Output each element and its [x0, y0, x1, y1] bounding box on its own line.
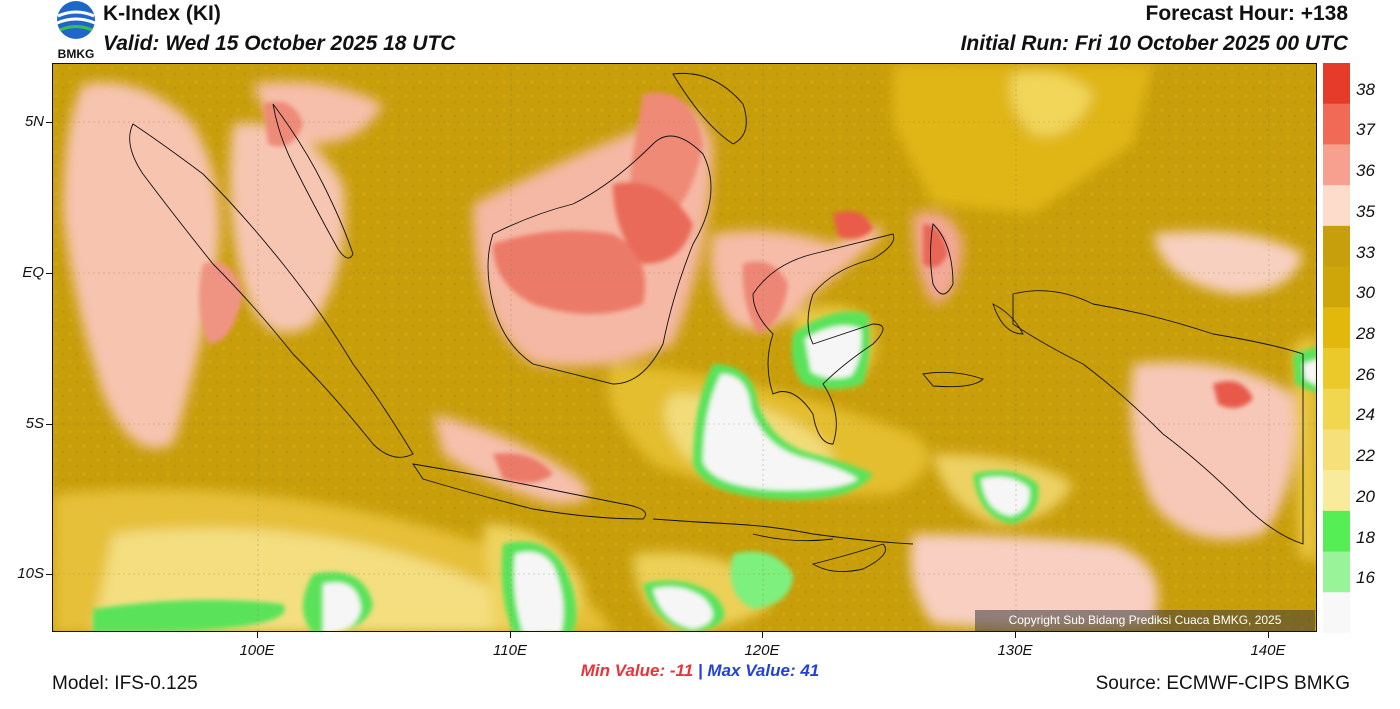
- colorbar-label: 18: [1356, 527, 1375, 547]
- coast-mindanao: [672, 72, 747, 145]
- colorbar-label: 20: [1356, 486, 1375, 506]
- colorbar-swatch: [1323, 388, 1350, 430]
- lon-label-100e: 100E: [239, 642, 275, 659]
- max-value: Max Value: 41: [707, 661, 820, 680]
- coast-sulawesi: [752, 233, 895, 445]
- colorbar-swatch: [1323, 63, 1350, 105]
- lon-label-130e: 130E: [997, 642, 1033, 659]
- lon-label-120e: 120E: [744, 642, 780, 659]
- colorbar-swatch: [1323, 429, 1350, 471]
- lon-label-110e: 110E: [493, 642, 527, 659]
- lon-tick-140e: [1268, 632, 1269, 638]
- colorbar-swatch: [1323, 348, 1350, 390]
- colorbar-label: 24: [1356, 405, 1375, 425]
- min-max-separator: |: [697, 661, 703, 680]
- lat-tick-5s: [46, 424, 52, 425]
- lat-label-5s: 5S: [25, 415, 44, 432]
- copyright-note: Copyright Sub Bidang Prediksi Cuaca BMKG…: [975, 610, 1315, 631]
- lon-tick-100e: [257, 632, 258, 638]
- lon-tick-110e: [510, 632, 511, 638]
- colorbar-swatch: [1323, 103, 1350, 145]
- colorbar-label: 35: [1356, 201, 1375, 221]
- colorbar-swatch: [1323, 185, 1350, 227]
- coast-maluku: [922, 223, 1024, 388]
- colorbar-swatches: [1323, 63, 1350, 634]
- k-index-map[interactable]: [52, 63, 1317, 632]
- colorbar-swatch: [1323, 307, 1350, 349]
- coast-nusa-tenggara: [652, 518, 914, 545]
- lat-label-eq: EQ: [22, 264, 44, 281]
- lat-tick-5n: [46, 122, 52, 123]
- colorbar-swatch: [1323, 510, 1350, 553]
- colorbar-label: 22: [1356, 446, 1375, 466]
- colorbar-label: 36: [1356, 161, 1375, 181]
- coast-papua: [1012, 290, 1304, 545]
- lat-tick-10s: [46, 574, 52, 575]
- lon-label-140e: 140E: [1250, 642, 1286, 659]
- colorbar-swatch: [1323, 592, 1350, 634]
- chart-title: K-Index (KI): [103, 2, 221, 25]
- coastlines: [129, 72, 1304, 573]
- colorbar-label: 16: [1356, 568, 1375, 588]
- colorbar-label: 26: [1356, 364, 1375, 384]
- valid-time: Valid: Wed 15 October 2025 18 UTC: [103, 32, 456, 55]
- initial-run: Initial Run: Fri 10 October 2025 00 UTC: [960, 32, 1348, 55]
- colorbar-label: 38: [1356, 79, 1375, 99]
- colorbar-swatch: [1323, 551, 1350, 593]
- lat-label-5n: 5N: [24, 113, 44, 130]
- colorbar-label: 30: [1356, 283, 1375, 303]
- source-label: Source: ECMWF-CIPS BMKG: [1095, 673, 1350, 694]
- lon-tick-130e: [1015, 632, 1016, 638]
- coast-timor: [811, 543, 886, 573]
- bmkg-logo: BMKG: [52, 0, 100, 62]
- ki-high-core: [199, 92, 1253, 483]
- coast-sumatra: [129, 123, 414, 458]
- lon-tick-120e: [762, 632, 763, 638]
- colorbar-label: 28: [1356, 324, 1375, 343]
- min-max-values: Min Value: -11 | Max Value: 41: [0, 661, 1400, 681]
- lat-tick-eq: [46, 273, 52, 274]
- coast-java: [412, 463, 646, 520]
- graticule: [53, 64, 1316, 631]
- ki-low-core: [93, 311, 1316, 631]
- forecast-hour: Forecast Hour: +138: [1145, 2, 1349, 25]
- colorbar-label: 37: [1356, 120, 1375, 140]
- colorbar-label: 33: [1356, 242, 1375, 262]
- model-label: Model: IFS-0.125: [52, 673, 198, 694]
- colorbar: [1323, 63, 1350, 634]
- coast-malaya: [272, 103, 354, 259]
- lat-label-10s: 10S: [17, 565, 44, 582]
- min-value: Min Value: -11: [580, 661, 694, 680]
- colorbar-swatch: [1323, 470, 1350, 512]
- coast-borneo: [487, 135, 712, 385]
- colorbar-swatch: [1323, 266, 1350, 308]
- logo-text: BMKG: [58, 47, 95, 61]
- colorbar-swatch: [1323, 144, 1350, 186]
- colorbar-swatch: [1323, 225, 1350, 268]
- map-canvas: [53, 64, 1316, 631]
